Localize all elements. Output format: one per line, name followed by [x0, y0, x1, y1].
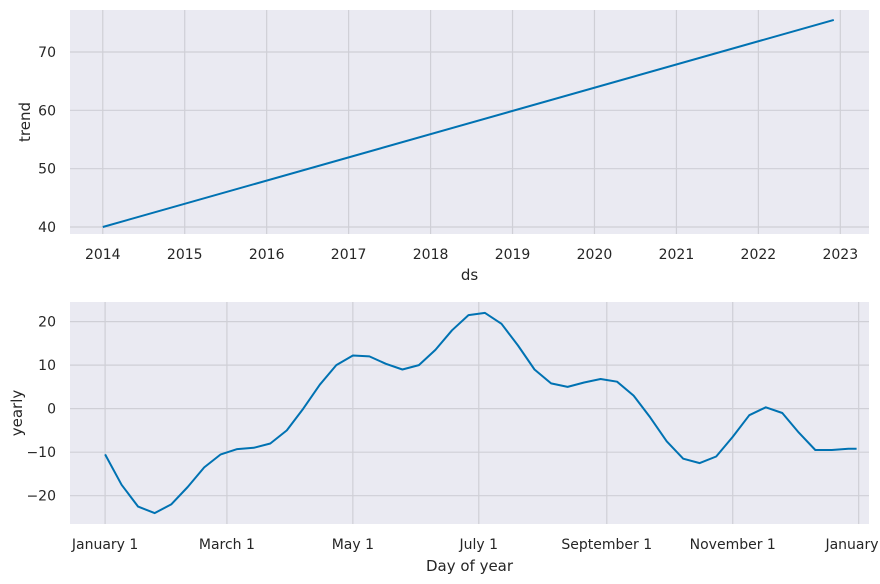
- series-line: [102, 18, 835, 228]
- y-tick-label: 60: [38, 103, 56, 119]
- y-axis-label: yearly: [8, 390, 26, 437]
- y-tick-label: 10: [38, 358, 56, 374]
- x-tick-label: 2019: [495, 247, 531, 263]
- x-tick-label: 2023: [822, 247, 858, 263]
- series-line: [104, 311, 857, 515]
- x-tick-label: July 1: [459, 537, 499, 553]
- x-tick-label: May 1: [332, 537, 374, 553]
- x-tick-label: 2021: [659, 247, 695, 263]
- y-tick-label: 70: [38, 45, 56, 61]
- x-tick-label: 2017: [331, 247, 367, 263]
- plot-area: [70, 302, 869, 524]
- x-axis-label: ds: [461, 266, 479, 284]
- x-tick-label: 2016: [249, 247, 285, 263]
- x-tick-label: 2018: [413, 247, 449, 263]
- x-tick-label: 2014: [85, 247, 121, 263]
- x-tick-label: 2020: [577, 247, 613, 263]
- y-tick-label: 0: [47, 402, 56, 418]
- y-axis-label: trend: [16, 102, 34, 142]
- x-axis-label: Day of year: [426, 557, 514, 575]
- x-tick-label: November 1: [690, 537, 776, 553]
- y-tick-label: −20: [26, 489, 56, 505]
- y-tick-label: 50: [38, 162, 56, 178]
- x-tick-label: 2015: [167, 247, 203, 263]
- y-tick-label: 20: [38, 315, 56, 331]
- yearly-panel: January 1 March 1 May 1 July 1 September 1 No…: [8, 302, 880, 575]
- x-tick-label: January 1: [824, 537, 880, 553]
- trend-panel: 2014 2015 2016 2017 2018 2019 2020 2021 2022 2023…: [16, 10, 869, 284]
- x-tick-label: September 1: [561, 537, 652, 553]
- y-tick-label: −10: [26, 445, 56, 461]
- x-tick-label: 2022: [741, 247, 777, 263]
- x-tick-label: January 1: [71, 537, 138, 553]
- x-tick-label: March 1: [199, 537, 255, 553]
- y-tick-label: 40: [38, 220, 56, 236]
